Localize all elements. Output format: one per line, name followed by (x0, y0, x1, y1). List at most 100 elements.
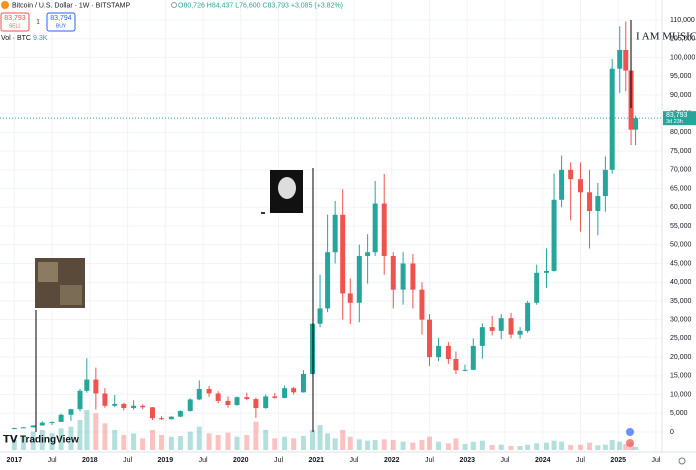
candle-body (159, 418, 165, 420)
candle-body (244, 397, 250, 400)
candle-body (196, 388, 202, 400)
candle-body (470, 345, 476, 370)
candle-body (587, 192, 593, 212)
volume-bar (609, 440, 615, 450)
volume-bar (436, 441, 442, 450)
event-icon[interactable] (626, 428, 634, 436)
candle-body (58, 414, 64, 422)
settings-icon[interactable] (678, 457, 686, 465)
candle-body (140, 405, 146, 408)
candle-body (544, 270, 550, 273)
candle-body (372, 203, 378, 253)
candle-body (77, 390, 83, 410)
logo-icon: 𝗧𝗩 (3, 435, 18, 446)
candle-body (11, 428, 17, 430)
volume-bar (300, 436, 306, 450)
volume-bar (525, 444, 531, 450)
y-tick-label: 35,000 (670, 298, 692, 305)
candle-body (347, 293, 353, 303)
x-tick-label: 2025 (610, 457, 626, 464)
sell-button[interactable] (0, 12, 30, 32)
volume-bar (347, 436, 353, 450)
candle-body (177, 411, 183, 417)
y-tick-label: 110,000 (670, 17, 695, 24)
x-tick-label: Jul (501, 457, 510, 464)
candle-body (489, 327, 495, 331)
volume-bar (282, 436, 288, 450)
y-tick-label: 50,000 (670, 242, 692, 249)
y-tick-label: 100,000 (670, 54, 695, 61)
volume-bar (419, 440, 425, 450)
volume-bar (445, 443, 451, 450)
event-icon[interactable] (626, 439, 634, 447)
x-tick-label: Jul (48, 457, 57, 464)
candle-body (49, 421, 55, 423)
candle-body (234, 397, 240, 406)
buy-label[interactable]: BUY (56, 23, 67, 29)
ohlc-text: O80,726 H84,437 L76,600 C83,793 +3,085 (… (178, 2, 343, 9)
candle-body (498, 318, 504, 331)
y-tick-label: 0 (670, 429, 674, 436)
volume-bar (317, 425, 323, 450)
candle-body (121, 403, 127, 409)
volume-bar (68, 426, 74, 450)
volume-bar (498, 444, 504, 450)
volume-bar (253, 421, 259, 450)
volume-bar (400, 441, 406, 450)
sell-price[interactable]: 83,793 (4, 15, 26, 22)
y-tick-label: 55,000 (670, 223, 692, 230)
candle-body (436, 345, 442, 358)
candle-body (356, 255, 362, 303)
candle-body (215, 393, 221, 401)
y-tick-label: 65,000 (670, 185, 692, 192)
volume-bar (263, 430, 269, 450)
watermark: TradingView (20, 435, 79, 446)
volume-bar (617, 441, 623, 450)
volume-bar (206, 433, 212, 450)
volume-bar (159, 435, 165, 450)
candle-body (168, 416, 174, 420)
candle-body (390, 255, 396, 290)
volume-bar (234, 436, 240, 450)
candle-body (525, 302, 531, 331)
volume-bar (196, 426, 202, 450)
y-tick-label: 25,000 (670, 335, 692, 342)
volume-bar (325, 433, 331, 450)
candle-body (39, 422, 45, 426)
volume-bar (112, 430, 118, 450)
annotation-image-part (278, 177, 296, 199)
volume-bar (30, 431, 36, 450)
volume-bar (149, 430, 155, 450)
candle-body (595, 196, 601, 212)
y-tick-label: 10,000 (670, 391, 692, 398)
candle-body (149, 407, 155, 419)
candle-body (479, 327, 485, 346)
x-tick-label: Jul (350, 457, 359, 464)
candle-body (340, 214, 346, 294)
buy-price[interactable]: 83,794 (50, 15, 72, 22)
y-tick-label: 105,000 (670, 36, 695, 43)
x-tick-label: 2017 (7, 457, 23, 464)
candle-body (68, 409, 74, 415)
y-tick-label: 70,000 (670, 167, 692, 174)
volume-bar (577, 444, 583, 450)
buy-button[interactable] (46, 12, 76, 32)
volume-bar (508, 446, 514, 450)
volume-bar (58, 428, 64, 450)
volume-bar (121, 435, 127, 450)
volume-bar (168, 436, 174, 450)
spread: 1 (36, 20, 40, 26)
x-tick-label: 2019 (158, 457, 174, 464)
volume-bar (559, 441, 565, 450)
y-tick-label: 30,000 (670, 316, 692, 323)
sell-label[interactable]: SELL (9, 23, 21, 29)
volume-layer (11, 410, 639, 450)
candle-body (206, 388, 212, 394)
x-tick-label: 2021 (308, 457, 324, 464)
candle-body (609, 68, 615, 170)
x-tick-label: Jul (576, 457, 585, 464)
volume-bar (140, 438, 146, 450)
countdown: 3d 23h (666, 119, 683, 125)
volume-bar (187, 431, 193, 450)
